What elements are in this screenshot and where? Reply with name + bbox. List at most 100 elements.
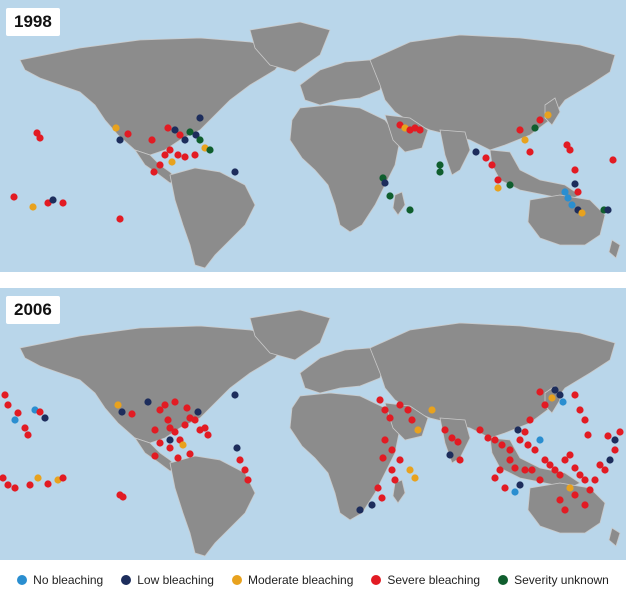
legend-label: No bleaching [33, 572, 104, 587]
legend-item-low-bleaching: Low bleaching [121, 573, 214, 587]
reef-site-marker [376, 396, 384, 404]
reef-site-marker [148, 136, 156, 144]
reef-site-marker [506, 181, 514, 189]
reef-site-marker [356, 506, 364, 514]
reef-site-marker [176, 131, 184, 139]
map-2006: 2006 [0, 288, 626, 560]
reef-site-marker [379, 454, 387, 462]
reef-site-marker [181, 136, 189, 144]
reef-site-marker [511, 488, 519, 496]
reef-site-marker [118, 408, 126, 416]
reef-site-marker [566, 146, 574, 154]
reef-site-marker [616, 428, 624, 436]
south-america [169, 167, 256, 269]
reef-site-marker [559, 398, 567, 406]
reef-site-marker [571, 180, 579, 188]
reef-site-marker [586, 486, 594, 494]
greenland [249, 21, 331, 73]
reef-site-marker [506, 446, 514, 454]
reef-site-marker [179, 441, 187, 449]
reef-site-marker [44, 480, 52, 488]
reef-site-marker [494, 176, 502, 184]
reef-site-marker [166, 444, 174, 452]
reef-site-marker [548, 394, 556, 402]
reef-site-marker [241, 466, 249, 474]
reef-site-marker [233, 444, 241, 452]
reef-site-marker [436, 168, 444, 176]
reef-site-marker [378, 494, 386, 502]
reef-site-marker [231, 391, 239, 399]
reef-site-marker [174, 151, 182, 159]
reef-site-marker [408, 416, 416, 424]
legend-item-moderate-bleaching: Moderate bleaching [231, 572, 354, 587]
reef-site-marker [171, 398, 179, 406]
reef-site-marker [171, 428, 179, 436]
reef-site-marker [571, 166, 579, 174]
reef-site-marker [34, 474, 42, 482]
year-label-2006: 2006 [6, 296, 60, 324]
reef-site-marker [576, 471, 584, 479]
reef-site-marker [414, 426, 422, 434]
reef-site-marker [566, 451, 574, 459]
reef-site-marker [59, 474, 67, 482]
reef-site-marker [191, 151, 199, 159]
reef-site-marker [571, 464, 579, 472]
reef-site-marker [541, 456, 549, 464]
reef-site-marker [436, 161, 444, 169]
reef-site-marker [381, 406, 389, 414]
reef-site-marker [201, 424, 209, 432]
madagascar [392, 479, 406, 504]
africa [289, 392, 401, 521]
reef-site-marker [556, 496, 564, 504]
legend-label: Moderate bleaching [247, 572, 354, 587]
reef-site-marker [186, 128, 194, 136]
reef-site-marker [204, 431, 212, 439]
reef-site-marker [476, 426, 484, 434]
reef-site-marker [496, 466, 504, 474]
severe-bleaching-dot-icon [371, 574, 382, 585]
reef-site-marker [174, 454, 182, 462]
reef-site-marker [606, 456, 614, 464]
reef-site-marker [448, 434, 456, 442]
reef-site-marker [456, 456, 464, 464]
reef-site-marker [41, 414, 49, 422]
reef-site-marker [181, 153, 189, 161]
reef-site-marker [571, 391, 579, 399]
reef-site-marker [561, 188, 569, 196]
reef-site-marker [171, 126, 179, 134]
arabian-peninsula [384, 114, 429, 153]
reef-site-marker [521, 428, 529, 436]
reef-site-marker [516, 481, 524, 489]
reef-site-marker [150, 168, 158, 176]
reef-site-marker [491, 436, 499, 444]
reef-site-marker [168, 158, 176, 166]
reef-site-marker [581, 416, 589, 424]
reef-site-marker [183, 404, 191, 412]
reef-site-marker [514, 426, 522, 434]
reef-site-marker [114, 401, 122, 409]
year-label-1998: 1998 [6, 8, 60, 36]
new-zealand [608, 527, 621, 547]
legend-label: Severity unknown [514, 572, 609, 587]
reef-site-marker [49, 196, 57, 204]
reef-site-marker [10, 193, 18, 201]
reef-site-marker [1, 391, 9, 399]
reef-site-marker [388, 466, 396, 474]
reef-site-marker [566, 484, 574, 492]
reef-site-marker [611, 436, 619, 444]
reef-site-marker [151, 426, 159, 434]
world-map-1998 [10, 21, 621, 269]
reef-site-marker [536, 116, 544, 124]
world-map-2006 [0, 309, 624, 557]
reef-site-marker [388, 446, 396, 454]
reef-site-marker [11, 416, 19, 424]
reef-site-marker [244, 476, 252, 484]
reef-site-marker [488, 161, 496, 169]
reef-site-marker [381, 179, 389, 187]
reef-site-marker [516, 436, 524, 444]
india [439, 129, 471, 176]
legend-item-severe-bleaching: Severe bleaching [371, 573, 480, 587]
reef-site-marker [161, 401, 169, 409]
africa [289, 104, 401, 233]
reef-site-marker [581, 501, 589, 509]
